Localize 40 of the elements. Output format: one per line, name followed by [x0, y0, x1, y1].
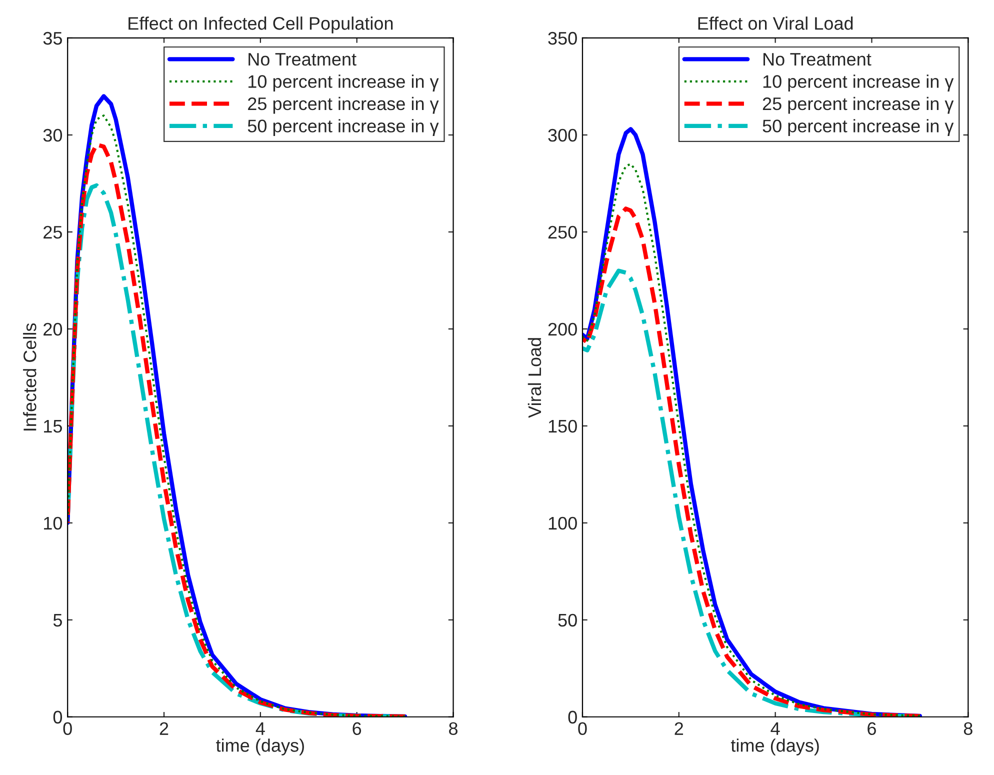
x-tick-label: 6: [868, 722, 876, 735]
x-axis-title: time (days): [216, 738, 304, 756]
x-tick-label: 4: [256, 722, 265, 735]
x-tick-label: 0: [63, 722, 72, 735]
y-tick-label: 50: [558, 614, 577, 627]
y-tick-label: 15: [44, 420, 62, 433]
y-tick-label: 25: [44, 226, 62, 239]
y-tick-label: 350: [548, 32, 577, 45]
y-tick-label: 5: [53, 614, 62, 627]
x-tick-label: 8: [964, 722, 972, 735]
y-tick-label: 300: [548, 128, 577, 142]
y-axis-title: Infected Cells: [23, 323, 36, 430]
x-tick-label: 6: [352, 722, 362, 735]
x-tick-label: 8: [449, 722, 458, 735]
x-tick-label: 4: [770, 722, 780, 735]
y-tick-label: 0: [568, 710, 577, 724]
y-tick-label: 20: [44, 322, 62, 336]
y-tick-label: 30: [43, 128, 62, 142]
y-tick-label: 10: [44, 516, 62, 530]
y-tick-label: 0: [53, 710, 62, 724]
y-tick-label: 200: [548, 322, 577, 336]
legend-label: 25 percent increase in γ: [248, 96, 439, 114]
chart-title: Effect on Infected Cell Population: [128, 16, 393, 34]
x-tick-label: 0: [578, 722, 587, 735]
legend-label: 10 percent increase in γ: [248, 74, 439, 92]
x-tick-label: 2: [160, 722, 168, 735]
y-tick-label: 150: [548, 420, 577, 433]
chart-title: Effect on Viral Load: [698, 16, 853, 30]
legend-label: 25 percent increase in γ: [762, 96, 954, 114]
legend-label: 10 percent increase in γ: [763, 74, 954, 92]
y-axis-title: Viral Load: [528, 338, 542, 418]
legend-label: 50 percent increase in γ: [248, 119, 439, 136]
legend-label: 50 percent increase in γ: [762, 119, 954, 136]
x-tick-label: 2: [674, 722, 684, 735]
x-axis-title: time (days): [730, 738, 819, 756]
legend-label: No Treatment: [764, 53, 872, 66]
y-tick-label: 35: [43, 32, 62, 45]
legend-label: No Treatment: [248, 53, 356, 66]
y-tick-label: 250: [548, 226, 577, 239]
y-tick-label: 100: [548, 516, 577, 530]
